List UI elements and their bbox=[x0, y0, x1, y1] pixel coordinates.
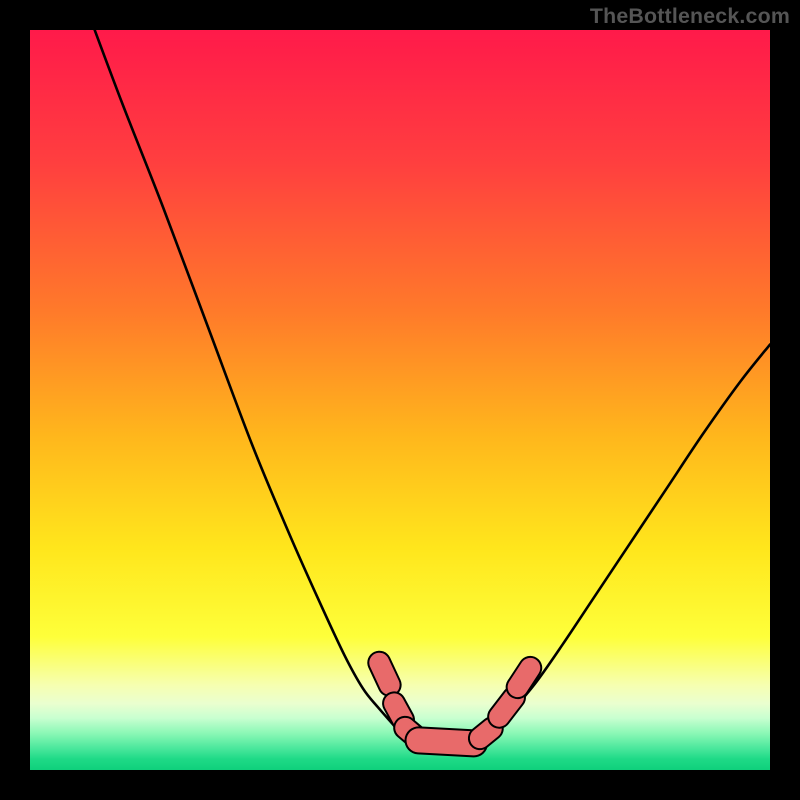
marker-fill bbox=[480, 729, 492, 739]
watermark-text: TheBottleneck.com bbox=[590, 4, 790, 29]
marker-fill bbox=[499, 697, 514, 716]
chart-svg bbox=[0, 0, 800, 800]
marker-fill bbox=[379, 663, 389, 685]
plot-background bbox=[30, 30, 770, 770]
marker-fill bbox=[419, 740, 475, 743]
marker-fill bbox=[518, 668, 531, 687]
chart-root: TheBottleneck.com bbox=[0, 0, 800, 800]
